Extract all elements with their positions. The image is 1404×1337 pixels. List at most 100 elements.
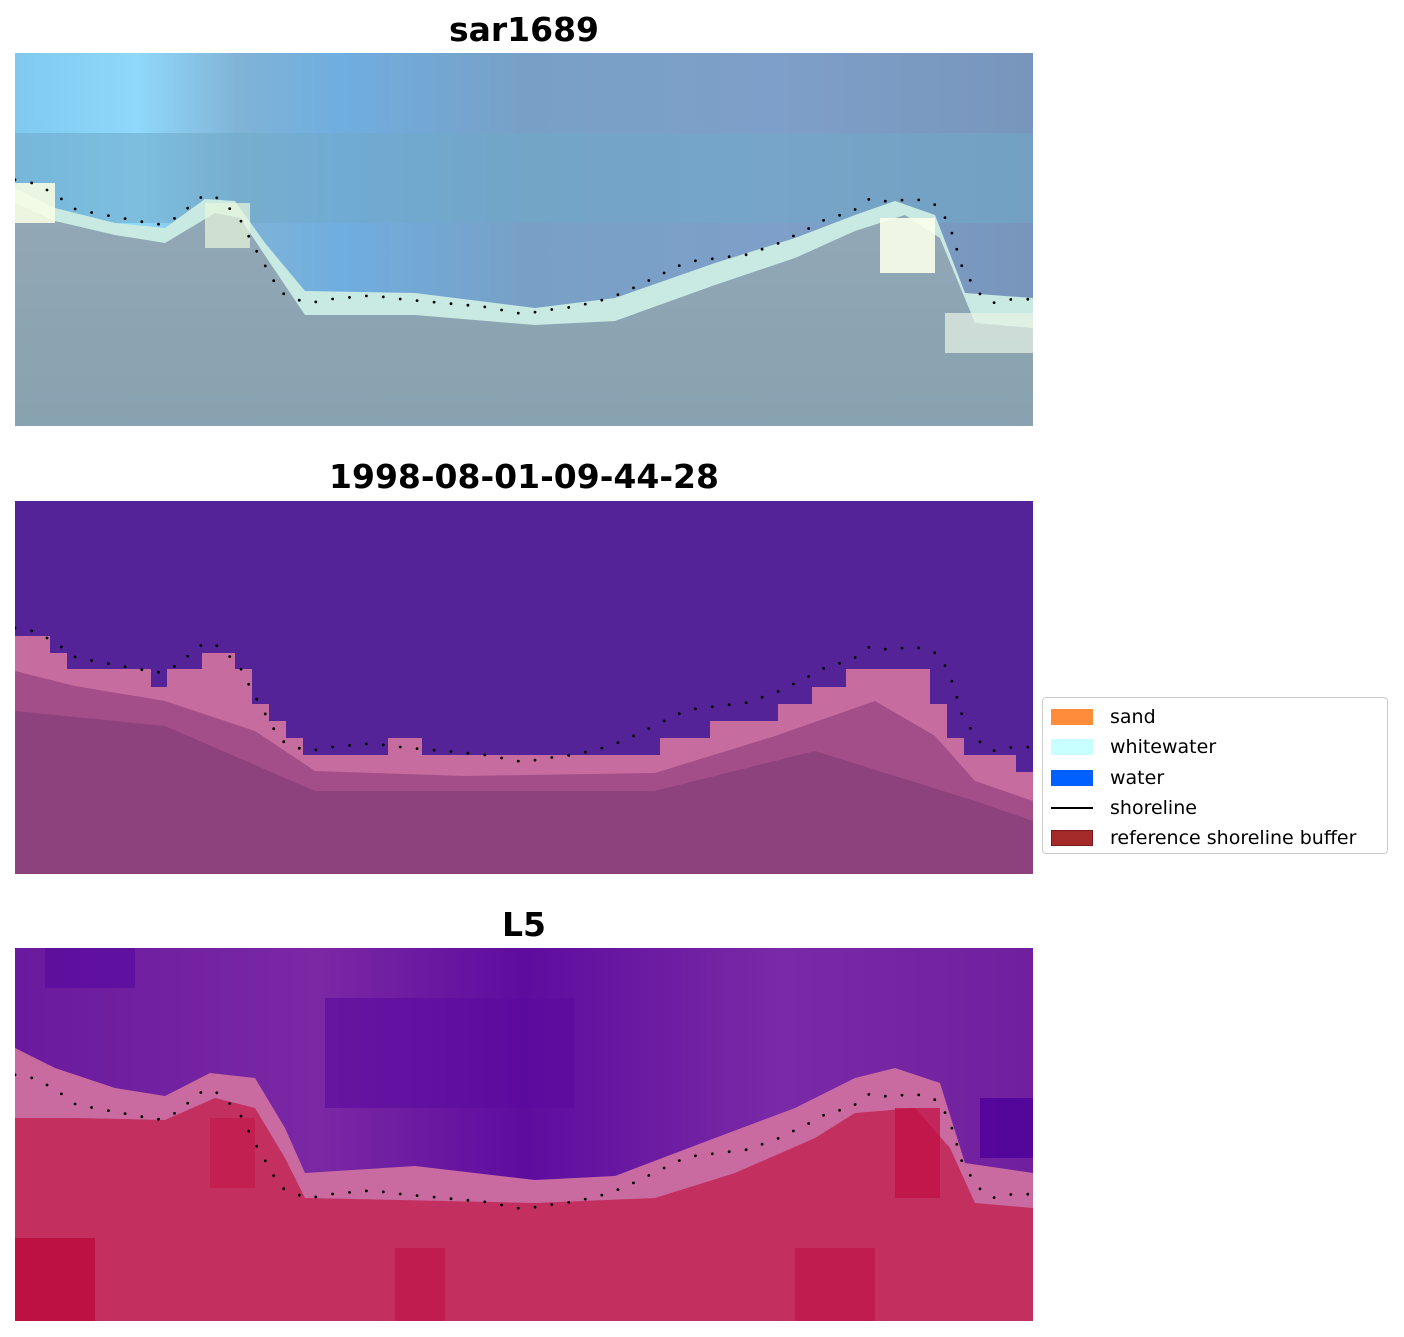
whitewater-swatch — [1051, 739, 1093, 756]
shoreline-point — [1026, 745, 1030, 749]
shoreline-point — [950, 231, 954, 235]
shoreline-point — [30, 181, 34, 185]
shoreline-point — [186, 1101, 190, 1105]
shoreline-point — [776, 1137, 780, 1140]
shoreline-point — [107, 214, 110, 218]
shoreline-point — [968, 1173, 972, 1177]
legend-label-water: water — [1110, 766, 1165, 789]
shoreline-point — [297, 746, 301, 750]
shoreline-point — [776, 242, 780, 245]
shoreline-point — [199, 196, 203, 199]
shoreline-point — [15, 178, 17, 182]
shoreline-point — [483, 1200, 487, 1204]
shoreline-point — [272, 279, 276, 283]
shoreline-point — [694, 259, 697, 263]
shoreline-point — [466, 303, 470, 307]
shoreline-point — [822, 218, 825, 222]
shoreline-point — [186, 206, 190, 210]
shoreline-point — [282, 292, 286, 296]
shoreline-point — [381, 743, 385, 747]
shoreline-point — [662, 271, 666, 275]
shoreline-point — [239, 219, 243, 223]
shoreline-point — [744, 1148, 748, 1152]
shoreline-point — [107, 662, 110, 665]
shoreline-point — [992, 1196, 996, 1199]
shoreline-point — [73, 655, 77, 659]
shoreline-dots-2 — [15, 626, 1030, 763]
shoreline-point — [917, 646, 921, 650]
shoreline-point — [950, 1126, 954, 1130]
shoreline-point — [123, 665, 127, 668]
shoreline-point — [107, 1109, 110, 1112]
shoreline-point — [900, 198, 904, 202]
shoreline-point — [398, 297, 402, 301]
shoreline-point — [483, 753, 487, 757]
shoreline-point — [140, 1115, 144, 1119]
shoreline-point — [533, 758, 537, 762]
shoreline-point — [500, 1203, 503, 1207]
shoreline-point — [45, 1083, 49, 1087]
shoreline-point — [365, 742, 368, 746]
shoreline-point — [710, 1152, 714, 1156]
shoreline-point — [792, 234, 795, 238]
shoreline-point — [883, 647, 887, 651]
shoreline-point — [1026, 297, 1030, 301]
shoreline-point — [807, 675, 810, 678]
shoreline-point — [978, 740, 982, 744]
legend-item-sand: sand — [1043, 703, 1387, 733]
shoreline-dots-1 — [15, 178, 1030, 315]
shoreline-point — [647, 279, 651, 282]
shoreline-point — [157, 222, 160, 226]
sand-swatch — [1051, 709, 1093, 725]
shoreline-point — [157, 670, 160, 674]
shoreline-point — [314, 300, 318, 304]
shoreline-point — [381, 295, 385, 299]
shoreline-point — [943, 664, 947, 667]
index-image-canvas — [15, 948, 1033, 1321]
shoreline-point — [900, 1093, 904, 1097]
shoreline-point — [583, 750, 587, 754]
shoreline-point — [73, 1102, 77, 1106]
panel-title-index: L5 — [502, 905, 546, 944]
shoreline-point — [398, 1192, 402, 1196]
shoreline-point — [955, 1142, 959, 1146]
shoreline-point — [822, 666, 825, 670]
shoreline-point — [968, 726, 972, 730]
shoreline-point — [933, 651, 937, 655]
shoreline-point — [760, 695, 764, 699]
shoreline-point — [583, 1197, 587, 1201]
index-image-panel — [15, 948, 1033, 1321]
shoreline-point — [807, 227, 810, 230]
shoreline-point — [662, 1166, 666, 1170]
shoreline-point — [955, 247, 959, 251]
shoreline-point — [90, 211, 93, 214]
shoreline-point — [365, 1189, 368, 1193]
shoreline-point — [282, 740, 286, 744]
shoreline-point — [297, 1193, 301, 1197]
shoreline-point — [255, 697, 259, 701]
shoreline-point — [73, 207, 77, 211]
shoreline-point — [822, 1113, 825, 1117]
shoreline-point — [173, 217, 176, 220]
shoreline-point — [516, 1206, 520, 1210]
shoreline-point — [710, 257, 714, 261]
shoreline-point — [583, 302, 587, 306]
shoreline-point — [867, 1093, 871, 1096]
shoreline-point — [792, 1129, 795, 1133]
shoreline-point — [883, 1094, 887, 1098]
shoreline-point — [694, 707, 697, 711]
shoreline-point — [632, 734, 635, 738]
shoreline-point — [662, 719, 666, 723]
shoreline-point — [228, 207, 232, 211]
legend-item-water: water — [1043, 764, 1387, 794]
shoreline-point — [677, 264, 681, 267]
shoreline-point — [807, 1122, 810, 1125]
shoreline-point — [567, 306, 571, 309]
shoreline-point — [533, 310, 537, 314]
classified-image-canvas — [15, 501, 1033, 874]
shoreline-point — [867, 198, 871, 201]
shoreline-point — [263, 264, 267, 268]
shoreline-point — [677, 1159, 681, 1162]
shoreline-point — [331, 745, 334, 749]
shoreline-point — [228, 1102, 232, 1105]
